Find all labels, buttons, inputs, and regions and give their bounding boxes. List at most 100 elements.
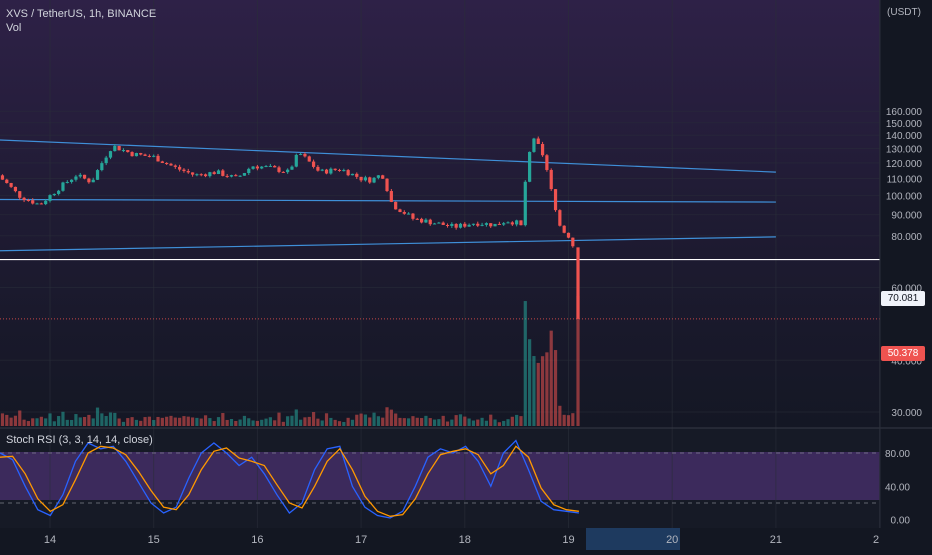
candle-body[interactable] xyxy=(324,169,329,174)
candle-body[interactable] xyxy=(113,145,117,152)
candle-body[interactable] xyxy=(445,224,450,226)
candle-body[interactable] xyxy=(303,153,307,157)
candle-body[interactable] xyxy=(532,138,536,152)
trendline[interactable] xyxy=(0,198,776,203)
candle-body[interactable] xyxy=(515,220,519,225)
candle-body[interactable] xyxy=(5,179,9,184)
candle-body[interactable] xyxy=(173,165,177,167)
candle-body[interactable] xyxy=(368,177,372,183)
candle-body[interactable] xyxy=(502,223,506,225)
candle-body[interactable] xyxy=(18,191,22,198)
candle-body[interactable] xyxy=(156,155,160,162)
candle-body[interactable] xyxy=(454,223,458,228)
candle-body[interactable] xyxy=(320,169,324,171)
candle-body[interactable] xyxy=(566,232,571,238)
candle-body[interactable] xyxy=(428,219,432,225)
candle-body[interactable] xyxy=(44,200,48,205)
stoch-rsi-label[interactable]: Stoch RSI (3, 3, 14, 14, close) xyxy=(6,434,153,446)
candle-body[interactable] xyxy=(549,169,553,190)
candle-body[interactable] xyxy=(528,151,532,182)
candle-body[interactable] xyxy=(52,193,56,196)
candle-body[interactable] xyxy=(195,174,199,176)
candle-body[interactable] xyxy=(389,191,393,202)
candle-body[interactable] xyxy=(169,163,173,166)
candle-body[interactable] xyxy=(100,163,104,171)
candle-body[interactable] xyxy=(251,166,255,169)
candle-body[interactable] xyxy=(359,176,363,181)
candle-body[interactable] xyxy=(221,170,225,176)
candle-body[interactable] xyxy=(476,223,480,226)
candle-body[interactable] xyxy=(78,174,82,177)
candle-body[interactable] xyxy=(497,223,501,225)
candle-body[interactable] xyxy=(299,153,303,155)
candle-body[interactable] xyxy=(484,223,489,225)
candle-body[interactable] xyxy=(277,167,281,172)
candle-body[interactable] xyxy=(311,161,316,167)
candle-body[interactable] xyxy=(126,150,130,153)
candle-body[interactable] xyxy=(355,173,359,177)
candle-body[interactable] xyxy=(337,169,342,171)
candle-body[interactable] xyxy=(82,174,87,179)
candle-body[interactable] xyxy=(536,138,540,145)
candle-body[interactable] xyxy=(152,155,156,157)
candle-body[interactable] xyxy=(286,169,290,173)
candle-body[interactable] xyxy=(31,200,35,204)
candle-body[interactable] xyxy=(471,223,476,225)
trendline[interactable] xyxy=(0,138,776,173)
candle-body[interactable] xyxy=(415,218,419,220)
candle-body[interactable] xyxy=(540,144,545,156)
candle-body[interactable] xyxy=(65,181,69,183)
candle-body[interactable] xyxy=(39,203,43,205)
candle-body[interactable] xyxy=(329,168,333,174)
candle-body[interactable] xyxy=(463,223,467,227)
candle-body[interactable] xyxy=(523,181,527,226)
candle-body[interactable] xyxy=(381,175,385,179)
candle-body[interactable] xyxy=(281,171,285,173)
candle-body[interactable] xyxy=(70,179,74,182)
candle-body[interactable] xyxy=(186,171,190,173)
candle-body[interactable] xyxy=(234,175,238,177)
candle-body[interactable] xyxy=(411,213,415,219)
candle-body[interactable] xyxy=(147,155,151,157)
candle-body[interactable] xyxy=(290,166,294,170)
candle-body[interactable] xyxy=(467,224,471,227)
candle-body[interactable] xyxy=(143,154,147,156)
candle-body[interactable] xyxy=(260,166,264,169)
candle-body[interactable] xyxy=(117,145,121,151)
candle-body[interactable] xyxy=(545,155,549,170)
symbol-title[interactable]: XVS / TetherUS, 1h, BINANCE xyxy=(6,8,157,20)
candle-body[interactable] xyxy=(493,223,497,227)
candle-body[interactable] xyxy=(437,222,441,224)
candle-body[interactable] xyxy=(212,172,216,175)
candle-body[interactable] xyxy=(255,166,259,169)
candle-body[interactable] xyxy=(48,195,52,201)
candle-body[interactable] xyxy=(35,203,39,205)
candle-body[interactable] xyxy=(441,222,445,225)
candle-body[interactable] xyxy=(108,151,113,158)
candle-body[interactable] xyxy=(372,177,376,183)
candle-body[interactable] xyxy=(165,162,169,164)
candle-body[interactable] xyxy=(432,223,437,225)
candle-body[interactable] xyxy=(480,224,484,226)
candle-body[interactable] xyxy=(0,175,5,180)
candle-body[interactable] xyxy=(407,213,411,215)
candle-body[interactable] xyxy=(273,165,277,168)
candle-body[interactable] xyxy=(506,222,510,224)
candle-body[interactable] xyxy=(199,174,203,176)
candle-body[interactable] xyxy=(510,222,514,225)
candle-body[interactable] xyxy=(519,220,523,226)
candle-body[interactable] xyxy=(238,175,242,177)
candle-body[interactable] xyxy=(160,161,164,163)
candle-body[interactable] xyxy=(350,173,355,176)
candle-body[interactable] xyxy=(450,223,454,226)
candle-body[interactable] xyxy=(402,212,406,214)
stoch-k-line[interactable] xyxy=(0,439,579,519)
candle-body[interactable] xyxy=(419,218,424,223)
candle-body[interactable] xyxy=(385,178,389,192)
candle-body[interactable] xyxy=(571,237,575,247)
candle-body[interactable] xyxy=(458,223,463,228)
candle-body[interactable] xyxy=(139,153,143,155)
candle-body[interactable] xyxy=(225,175,229,177)
